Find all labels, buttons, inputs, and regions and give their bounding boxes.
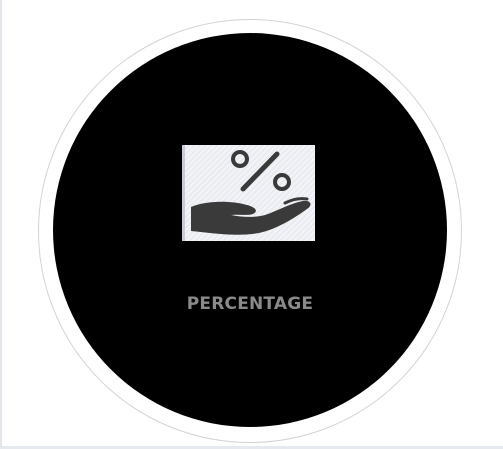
left-divider bbox=[0, 0, 2, 449]
bottom-divider bbox=[0, 446, 503, 449]
card-label: PERCENTAGE bbox=[186, 294, 314, 314]
percent-hand-icon bbox=[182, 145, 315, 241]
